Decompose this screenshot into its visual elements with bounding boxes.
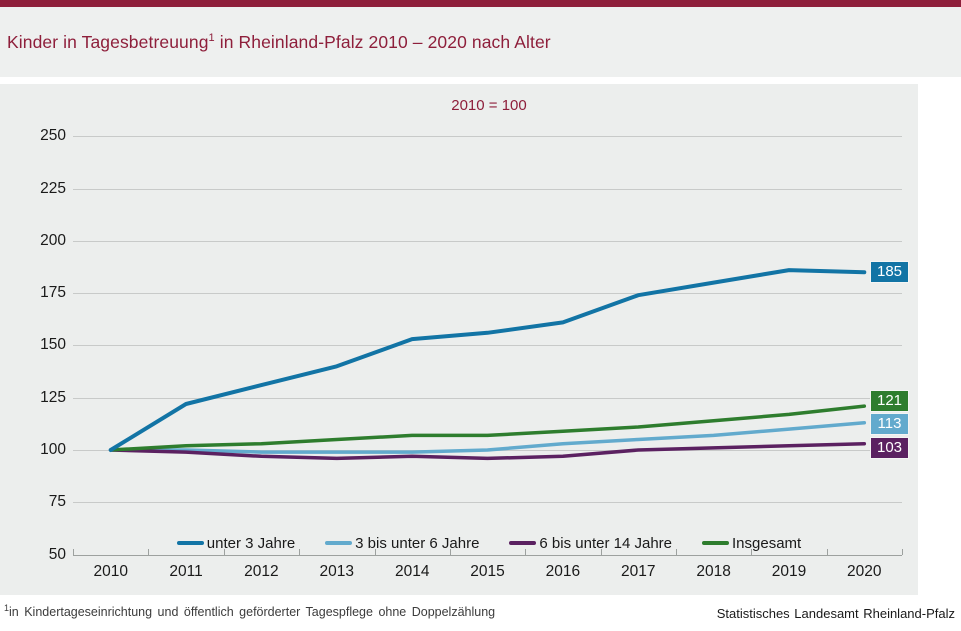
grid-line [73, 397, 902, 399]
axis-tick [223, 548, 225, 555]
x-tick-label: 2014 [394, 562, 430, 580]
value-label-unter-3-jahre: 185 [870, 261, 909, 284]
series-line-insgesamt [108, 404, 867, 452]
grid-line [73, 240, 902, 242]
axis-tick [600, 548, 602, 555]
y-tick-label: 125 [40, 388, 66, 406]
legend-item: unter 3 Jahre [176, 534, 296, 552]
axis-tick [73, 548, 74, 555]
x-tick-label: 2013 [319, 562, 355, 580]
page-title-rest: in Rheinland-Pfalz 2010 – 2020 nach Alte… [214, 31, 551, 52]
axis-tick [525, 548, 527, 555]
line-chart [108, 268, 867, 461]
series-line-3-bis-unter-6-jahre [108, 421, 867, 454]
footnote-text: in Kindertageseinrichtung und öffentlich… [9, 605, 496, 620]
footnote-marker: 1 [4, 603, 10, 613]
series-line-6-bis-unter-14-jahre [108, 441, 867, 461]
legend-swatch [702, 541, 730, 545]
axis-tick [148, 548, 150, 555]
legend-label: unter 3 Jahre [206, 534, 296, 552]
x-tick-label: 2018 [696, 562, 731, 580]
y-tick-label: 225 [40, 179, 66, 197]
y-tick-label: 100 [40, 441, 66, 458]
grid-line [73, 293, 902, 295]
axis-tick [902, 548, 903, 555]
axis-tick [449, 548, 451, 555]
axis-tick [299, 548, 301, 555]
x-tick-label: 2020 [847, 562, 882, 580]
series-line-unter-3-jahre [108, 268, 867, 452]
y-tick-label: 75 [48, 493, 66, 511]
value-label-3-bis-unter-6-jahre: 113 [870, 413, 909, 436]
x-axis-line [73, 554, 902, 556]
y-tick-label: 150 [40, 336, 66, 354]
axis-tick [675, 548, 677, 555]
title-band: Kinder in Tagesbetreuung1 in Rheinland-P… [0, 7, 961, 77]
chart-subtitle: 2010 = 100 [451, 97, 527, 114]
x-tick-label: 2010 [93, 562, 128, 580]
axis-tick [751, 548, 753, 555]
x-tick-label: 2017 [620, 562, 656, 580]
page-title-main: Kinder in Tagesbetreuung [7, 31, 209, 52]
source-attribution: Statistisches Landesamt Rheinland-Pfalz [716, 606, 955, 621]
axis-tick [374, 548, 376, 555]
legend-swatch [325, 541, 353, 545]
x-tick-label: 2011 [169, 562, 203, 580]
y-tick-label: 250 [40, 127, 66, 145]
header-accent-bar [0, 0, 961, 7]
legend-swatch [176, 541, 204, 545]
footnote: 1in Kindertageseinrichtung und öffentlic… [4, 603, 495, 619]
x-tick-label: 2012 [244, 562, 279, 580]
page-title-footnote-marker: 1 [208, 31, 215, 44]
chart-legend: unter 3 Jahre 3 bis unter 6 Jahre 6 bis un… [73, 533, 905, 553]
legend-item: 6 bis unter 14 Jahre [509, 535, 672, 552]
y-tick-label: 200 [40, 231, 66, 249]
x-tick-label: 2019 [771, 562, 807, 580]
legend-label: Insgesamt [732, 534, 802, 552]
x-tick-label: 2016 [545, 562, 581, 580]
legend-item: 3 bis unter 6 Jahre [325, 535, 479, 552]
value-label-insgesamt: 121 [870, 389, 909, 412]
axis-tick [826, 548, 828, 555]
legend-swatch [509, 541, 537, 545]
grid-line [73, 188, 902, 190]
grid-line [73, 136, 902, 138]
grid-line [73, 345, 902, 347]
legend-label: 6 bis unter 14 Jahre [539, 534, 673, 552]
x-tick-label: 2015 [470, 562, 505, 580]
value-label-6-bis-unter-14-jahre: 103 [870, 436, 909, 459]
y-tick-label: 175 [40, 284, 66, 302]
legend-item: Insgesamt [702, 535, 801, 552]
grid-line [73, 502, 902, 504]
y-tick-label: 50 [48, 545, 66, 563]
page-title: Kinder in Tagesbetreuung1 in Rheinland-P… [7, 32, 551, 53]
chart-area: 2010 = 100 250 225 200 175 150 125 100 75 50 2010… [0, 84, 918, 595]
legend-label: 3 bis unter 6 Jahre [355, 534, 480, 552]
